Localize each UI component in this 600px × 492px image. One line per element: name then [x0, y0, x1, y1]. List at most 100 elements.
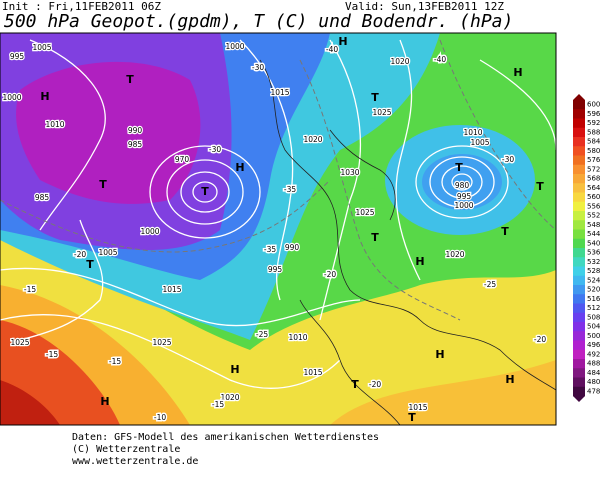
isobar-label: 1005 [98, 248, 117, 257]
temperature-label: -30 [252, 63, 264, 72]
isobar-label: 1020 [303, 135, 322, 144]
isobar-label: 970 [175, 155, 190, 164]
isobar-label: 1015 [162, 285, 181, 294]
colorbar-cell [573, 220, 585, 230]
isobar-label: 1025 [355, 208, 374, 217]
temperature-label: -20 [324, 270, 336, 279]
isobar-label: 1000 [454, 201, 473, 210]
pressure-center: T [201, 185, 209, 198]
temperature-label: -40 [326, 45, 338, 54]
isobar-label: 1000 [225, 42, 244, 51]
colorbar-label: 496 [587, 341, 600, 349]
isobar-label: 1000 [2, 93, 21, 102]
colorbar-cell [573, 238, 585, 249]
colorbar-label: 540 [587, 239, 600, 247]
pressure-center: T [501, 225, 509, 238]
temperature-label: -25 [484, 280, 496, 289]
colorbar-cell [573, 192, 585, 203]
valid-time: Valid: Sun,13FEB2011 12Z [345, 0, 504, 13]
temperature-label: -20 [74, 250, 86, 259]
colorbar-cell [573, 164, 585, 175]
colorbar-label: 528 [587, 267, 600, 275]
isobar-label: 995 [10, 52, 25, 61]
colorbar-label: 492 [587, 350, 600, 358]
temperature-label: -15 [212, 400, 224, 409]
colorbar-cell [573, 275, 585, 286]
colorbar-cell [573, 155, 585, 166]
isobar-label: 1010 [463, 128, 482, 137]
colorbar-label: 548 [587, 221, 600, 229]
isobar-label: 1025 [10, 338, 29, 347]
colorbar-label: 588 [587, 128, 600, 136]
isobar-label: 1020 [390, 57, 409, 66]
map-field [0, 33, 556, 425]
isobar-label: 1025 [152, 338, 171, 347]
colorbar-label: 484 [587, 369, 600, 377]
init-time: Init : Fri,11FEB2011 06Z [2, 0, 161, 13]
isobar-label: 1005 [32, 43, 51, 52]
pressure-center: H [235, 161, 244, 174]
pressure-center: T [455, 161, 463, 174]
pressure-center: H [100, 395, 109, 408]
colorbar-cell [573, 211, 585, 221]
temperature-label: -25 [256, 330, 268, 339]
pressure-center: T [126, 73, 134, 86]
pressure-center: H [230, 363, 239, 376]
isobar-label: 1015 [303, 368, 322, 377]
isobar-label: 1005 [470, 138, 489, 147]
colorbar-label: 516 [587, 295, 600, 303]
colorbar: 6005965925885845805765725685645605565525… [573, 94, 600, 402]
colorbar-label: 564 [587, 184, 600, 192]
isobar-label: 1030 [340, 168, 359, 177]
colorbar-cell [573, 146, 585, 156]
isobar-label: 995 [268, 265, 283, 274]
colorbar-label: 596 [587, 110, 600, 118]
colorbar-label: 500 [587, 332, 600, 340]
pressure-center: T [86, 258, 94, 271]
colorbar-cell [573, 100, 585, 110]
isobar-label: 1020 [445, 250, 464, 259]
colorbar-label: 512 [587, 304, 600, 312]
pressure-center: T [351, 378, 359, 391]
temperature-label: -35 [284, 185, 296, 194]
colorbar-cell [573, 257, 585, 267]
isobar-label: 1015 [270, 88, 289, 97]
map-labels: H T T T T H H T H T T T H T H H H T H T … [1, 35, 548, 424]
pressure-center: H [338, 35, 347, 48]
pressure-center: H [513, 66, 522, 79]
colorbar-label: 508 [587, 313, 600, 321]
temperature-label: -20 [369, 380, 381, 389]
colorbar-cell [573, 266, 585, 277]
colorbar-cell [573, 137, 585, 147]
colorbar-cell [573, 359, 585, 369]
temperature-label: -15 [24, 285, 36, 294]
pressure-center: T [536, 180, 544, 193]
temperature-label: -10 [154, 413, 166, 422]
footer-copyright: (C) Wetterzentrale [72, 444, 180, 455]
colorbar-tip [573, 94, 585, 100]
pressure-center: H [415, 255, 424, 268]
footer-source: Daten: GFS-Modell des amerikanischen Wet… [72, 432, 379, 443]
colorbar-cell [573, 285, 585, 295]
pressure-center: T [99, 178, 107, 191]
colorbar-cell [573, 331, 585, 341]
isobar-label: 990 [128, 126, 143, 135]
isobar-label: 1000 [140, 227, 159, 236]
colorbar-cell [573, 386, 585, 397]
colorbar-label: 592 [587, 119, 600, 127]
colorbar-cell [573, 340, 585, 351]
colorbar-label: 556 [587, 202, 600, 210]
colorbar-label: 576 [587, 156, 600, 164]
pressure-center: T [408, 411, 416, 424]
colorbar-label: 520 [587, 286, 600, 294]
colorbar-cell [573, 183, 585, 193]
pressure-center: T [371, 91, 379, 104]
colorbar-cell [573, 349, 585, 360]
colorbar-label: 536 [587, 249, 600, 257]
temperature-label: -40 [434, 55, 446, 64]
colorbar-label: 560 [587, 193, 600, 201]
map-frame [0, 32, 557, 426]
colorbar-label: 552 [587, 212, 600, 220]
colorbar-cell [573, 322, 585, 332]
temperature-label: -15 [46, 350, 58, 359]
